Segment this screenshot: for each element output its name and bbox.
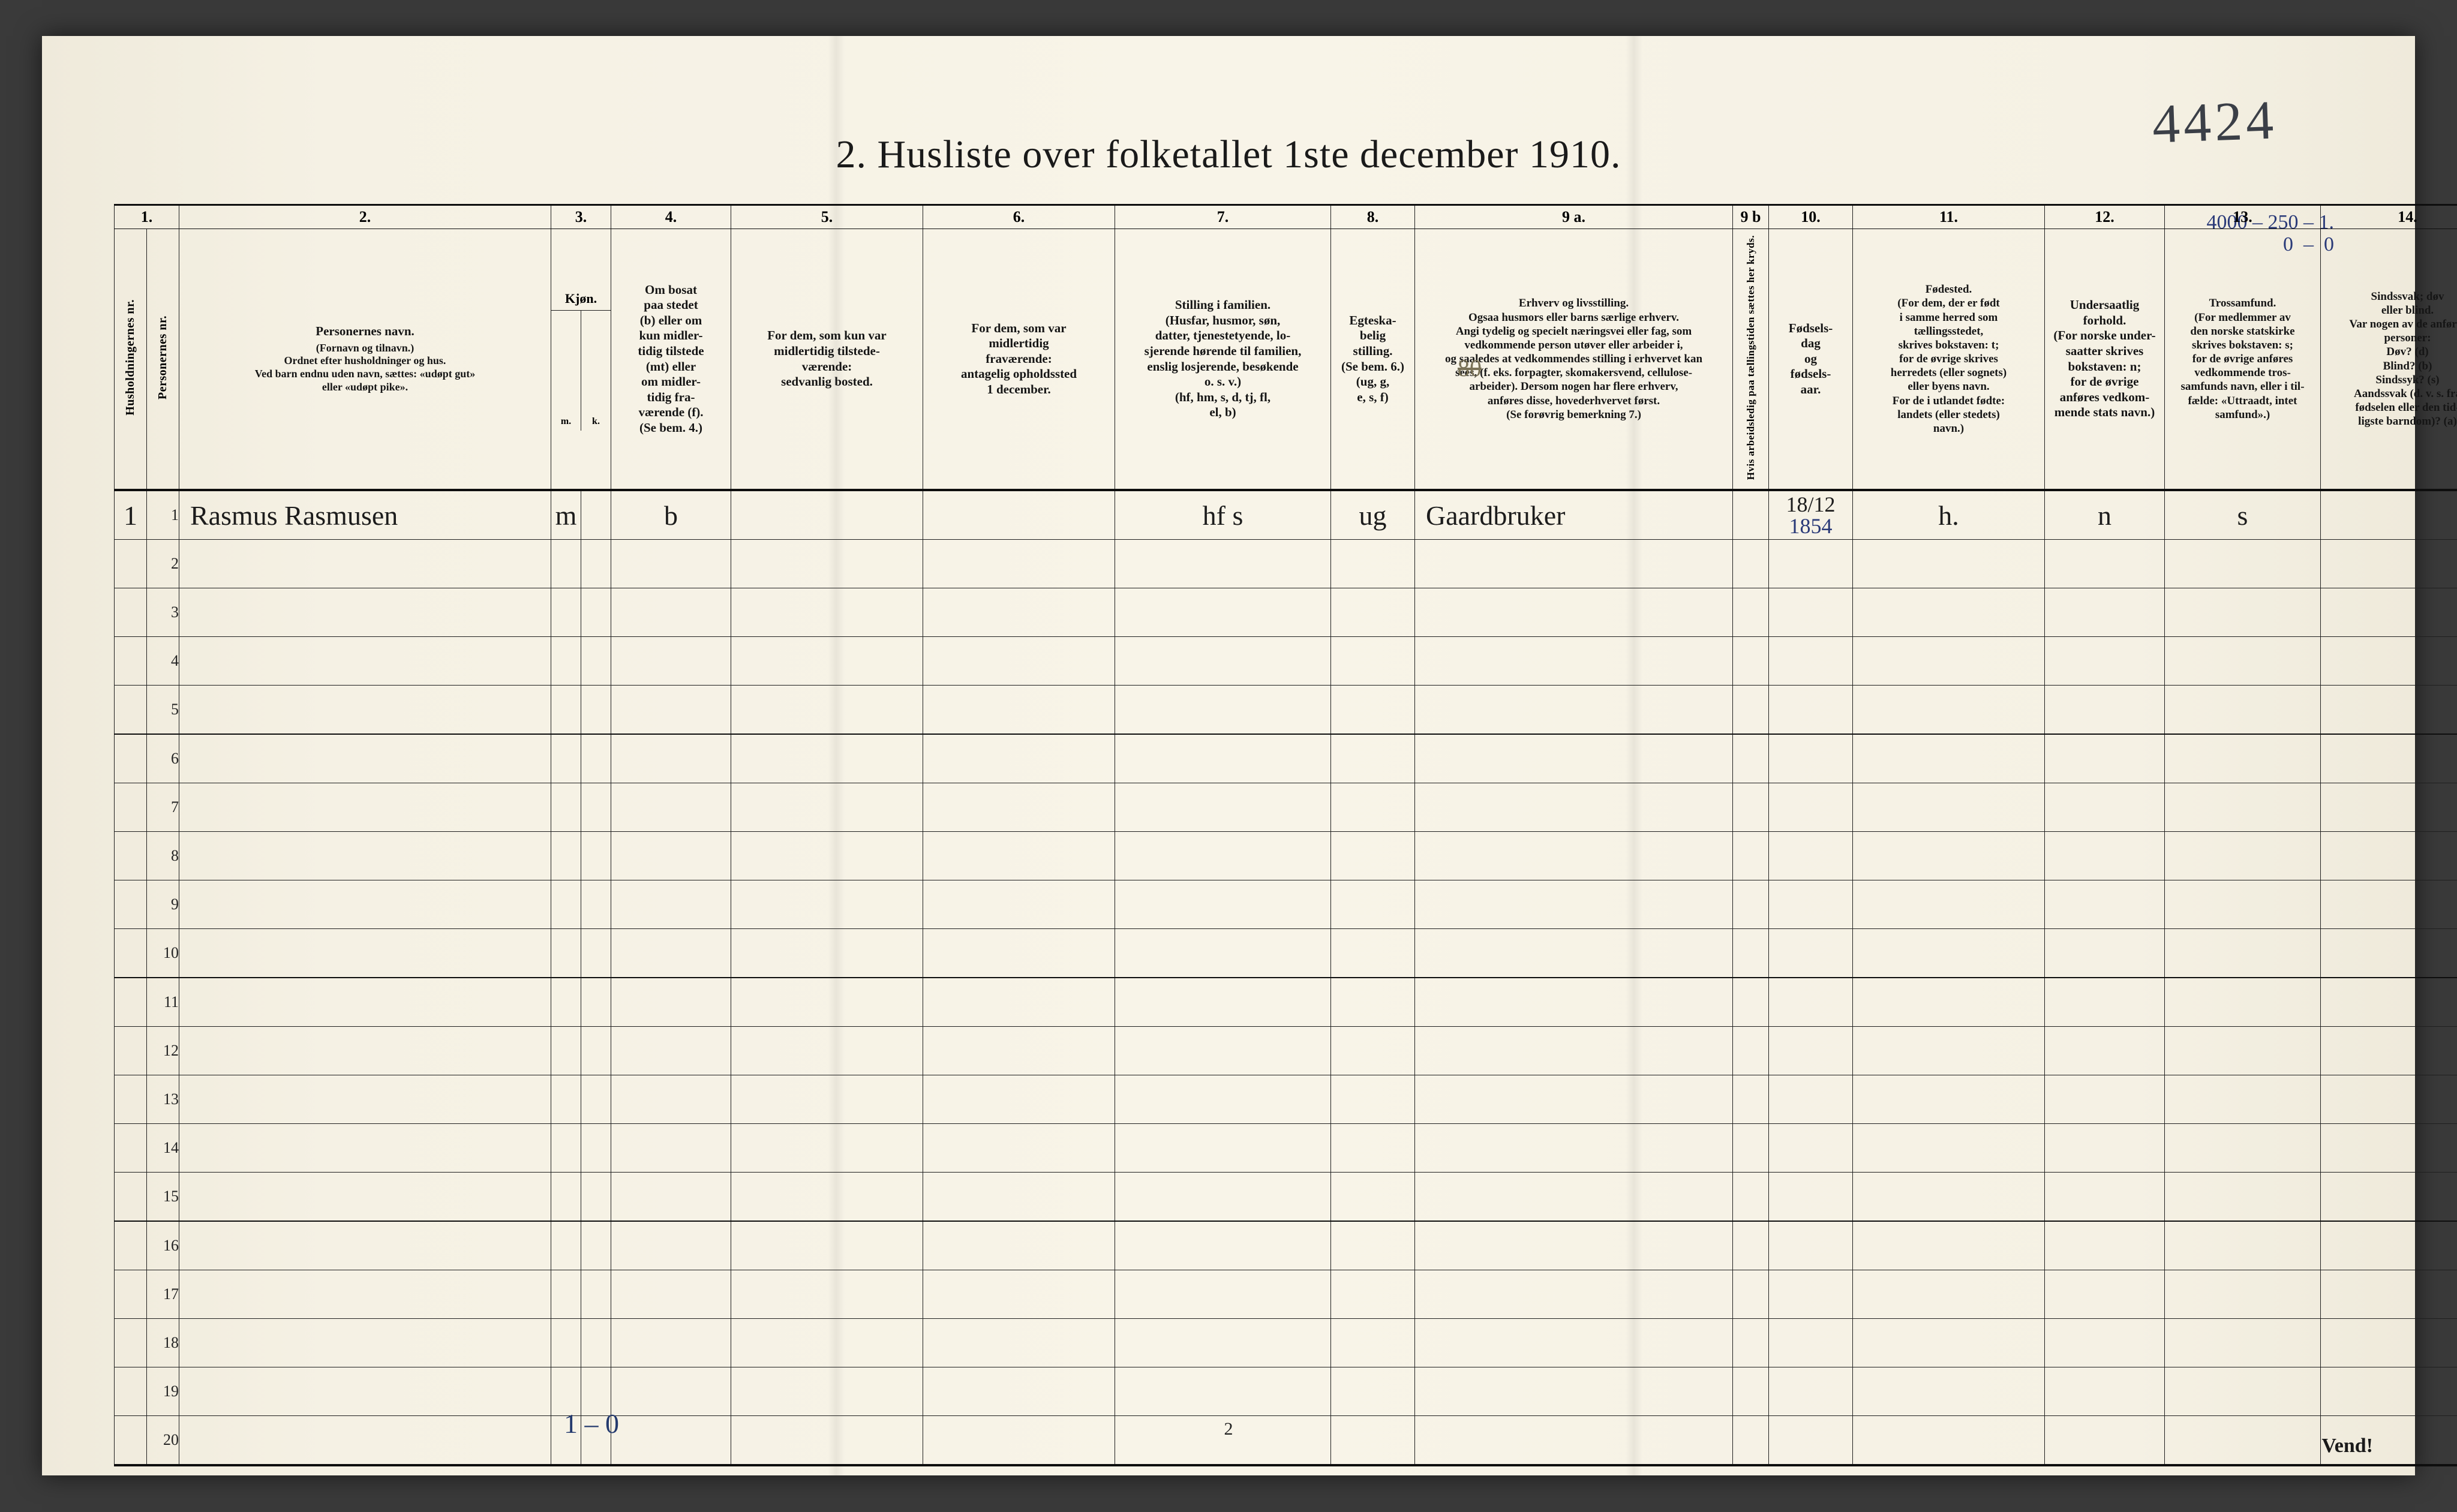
table-row: 11Rasmus Rasmusenmbhf sugGaardbruker 18/…	[115, 490, 2457, 540]
table-row: 3	[115, 588, 2457, 637]
hdr-bosat: Om bosat paa stedet (b) eller om kun mid…	[611, 278, 731, 441]
table-row: 18	[115, 1319, 2457, 1367]
colno-9a: 9 a.	[1415, 206, 1732, 229]
colno-13: 13.	[2165, 206, 2320, 229]
colno-4: 4.	[611, 206, 731, 229]
table-row: 14	[115, 1124, 2457, 1173]
hdr-mt: For dem, som kun var midlertidig tilsted…	[731, 323, 923, 394]
census-rows: 11 Rasmus Rasmusenmb hf sugGaardbruker 18/…	[115, 490, 2457, 1465]
hdr-navn: Personernes navn. (Fornavn og tilnavn.) …	[179, 319, 551, 399]
table-row: 2	[115, 540, 2457, 588]
vend-label: Vend!	[2321, 1435, 2373, 1457]
hdr-fsted: Fødested. (For dem, der er født i samme …	[1853, 278, 2044, 440]
cell-unds: n	[2045, 500, 2164, 531]
hdr-kjon-k: k.	[581, 311, 611, 431]
table-row: 5	[115, 686, 2457, 735]
struck-note-80: 80	[1458, 354, 1482, 382]
hdr-personnr: Personernes nr.	[156, 309, 170, 405]
printed-page-number: 2	[1224, 1419, 1233, 1439]
cell-fsted: h.	[1853, 500, 2044, 531]
colno-9b: 9 b	[1733, 206, 1768, 229]
table-row: 10	[115, 929, 2457, 978]
hdr-sinds: Sindssvak; døv eller blind. Var nogen av…	[2321, 285, 2457, 434]
cell-navn: Rasmus Rasmusen	[179, 500, 551, 531]
hdr-husholdning: Husholdningernes nr.	[124, 293, 137, 422]
hdr-fam: Stilling i familien. (Husfar, husmor, sø…	[1115, 293, 1330, 425]
table-row: 17	[115, 1270, 2457, 1319]
table-row: 9	[115, 880, 2457, 929]
table-row: 16	[115, 1221, 2457, 1270]
colno-14: 14.	[2321, 206, 2457, 229]
colno-3: 3.	[551, 206, 611, 229]
hdr-9b: Hvis arbeidsledig paa tællingstiden sætt…	[1745, 229, 1757, 486]
page-title: 2. Husliste over folketallet 1ste decemb…	[42, 132, 2415, 178]
hdr-navn-main: Personernes navn.	[316, 324, 414, 338]
colno-2: 2.	[179, 206, 551, 229]
hdr-fr: For dem, som var midlertidig fraværende:…	[923, 316, 1115, 402]
hdr-egte: Egteska- belig stilling. (Se bem. 6.) (u…	[1331, 308, 1414, 410]
census-table: 1. 2. 3. 4. 5. 6. 7. 8. 9 a. 9 b 10. 11.…	[114, 204, 2457, 1466]
cell-bosat: b	[611, 500, 731, 531]
table-row: 4	[115, 637, 2457, 686]
census-page: 4424 2. Husliste over folketallet 1ste d…	[42, 36, 2415, 1475]
colno-11: 11.	[1853, 206, 2044, 229]
table-row: 8	[115, 832, 2457, 880]
cell-hh: 1	[115, 500, 146, 531]
hdr-kjon-m: m.	[551, 311, 581, 431]
table-row: 20	[115, 1416, 2457, 1466]
colno-5: 5.	[731, 206, 923, 229]
header-text-row: Husholdningernes nr. Personernes nr. Per…	[115, 229, 2457, 491]
census-table-wrap: 1. 2. 3. 4. 5. 6. 7. 8. 9 a. 9 b 10. 11.…	[114, 204, 2345, 1466]
hdr-tros: Trossamfund. (For medlemmer av den norsk…	[2165, 291, 2320, 426]
table-row: 6	[115, 734, 2457, 783]
cell-fam: hf s	[1115, 500, 1330, 531]
table-row: 12	[115, 1027, 2457, 1075]
cell-erhv: Gaardbruker	[1415, 500, 1732, 531]
table-row: 15	[115, 1173, 2457, 1222]
colno-10: 10.	[1769, 206, 1852, 229]
colno-12: 12.	[2045, 206, 2164, 229]
table-row: 7	[115, 783, 2457, 832]
colno-6: 6.	[923, 206, 1115, 229]
hdr-kjon: Kjøn.	[551, 287, 611, 311]
cell-egte: ug	[1331, 500, 1414, 531]
colno-1: 1.	[115, 206, 179, 229]
hdr-navn-sub: (Fornavn og tilnavn.) Ordnet efter husho…	[185, 342, 545, 395]
cell-fdag-day: 18/12	[1769, 494, 1852, 515]
colno-8: 8.	[1331, 206, 1414, 229]
hdr-fdag: Fødsels- dag og fødsels- aar.	[1769, 316, 1852, 402]
table-row: 13	[115, 1075, 2457, 1124]
table-row: 19	[115, 1367, 2457, 1416]
cell-fdag-year: 1854	[1769, 515, 1852, 537]
cell-m: m	[551, 500, 581, 531]
cell-tros: s	[2165, 500, 2320, 531]
header-colno-row: 1. 2. 3. 4. 5. 6. 7. 8. 9 a. 9 b 10. 11.…	[115, 205, 2457, 229]
table-row: 11	[115, 978, 2457, 1027]
colno-7: 7.	[1115, 206, 1330, 229]
bottom-tally: 1 – 0	[564, 1408, 619, 1439]
hdr-unds: Undersaatlig forhold. (For norske under-…	[2045, 293, 2164, 425]
